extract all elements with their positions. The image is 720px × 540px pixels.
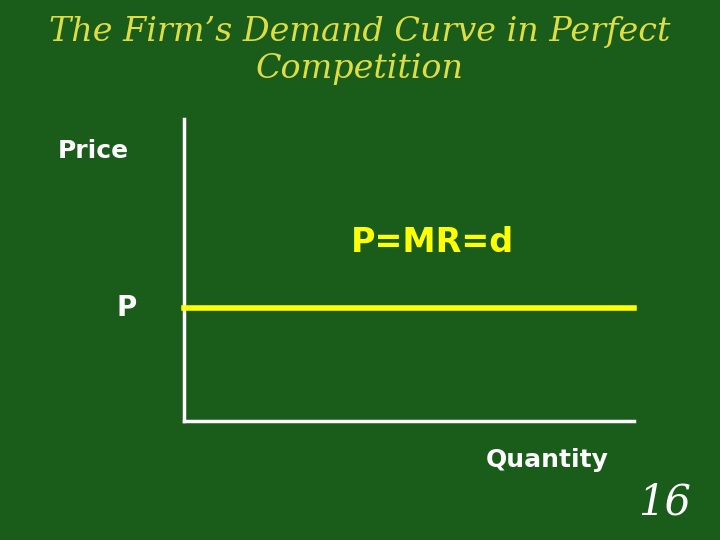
Text: The Firm’s Demand Curve in Perfect
Competition: The Firm’s Demand Curve in Perfect Compe… xyxy=(49,16,671,85)
Text: Quantity: Quantity xyxy=(486,448,608,472)
Text: Price: Price xyxy=(58,139,129,163)
Text: P=MR=d: P=MR=d xyxy=(351,226,513,260)
Text: P: P xyxy=(117,294,137,322)
Text: 16: 16 xyxy=(638,482,691,524)
